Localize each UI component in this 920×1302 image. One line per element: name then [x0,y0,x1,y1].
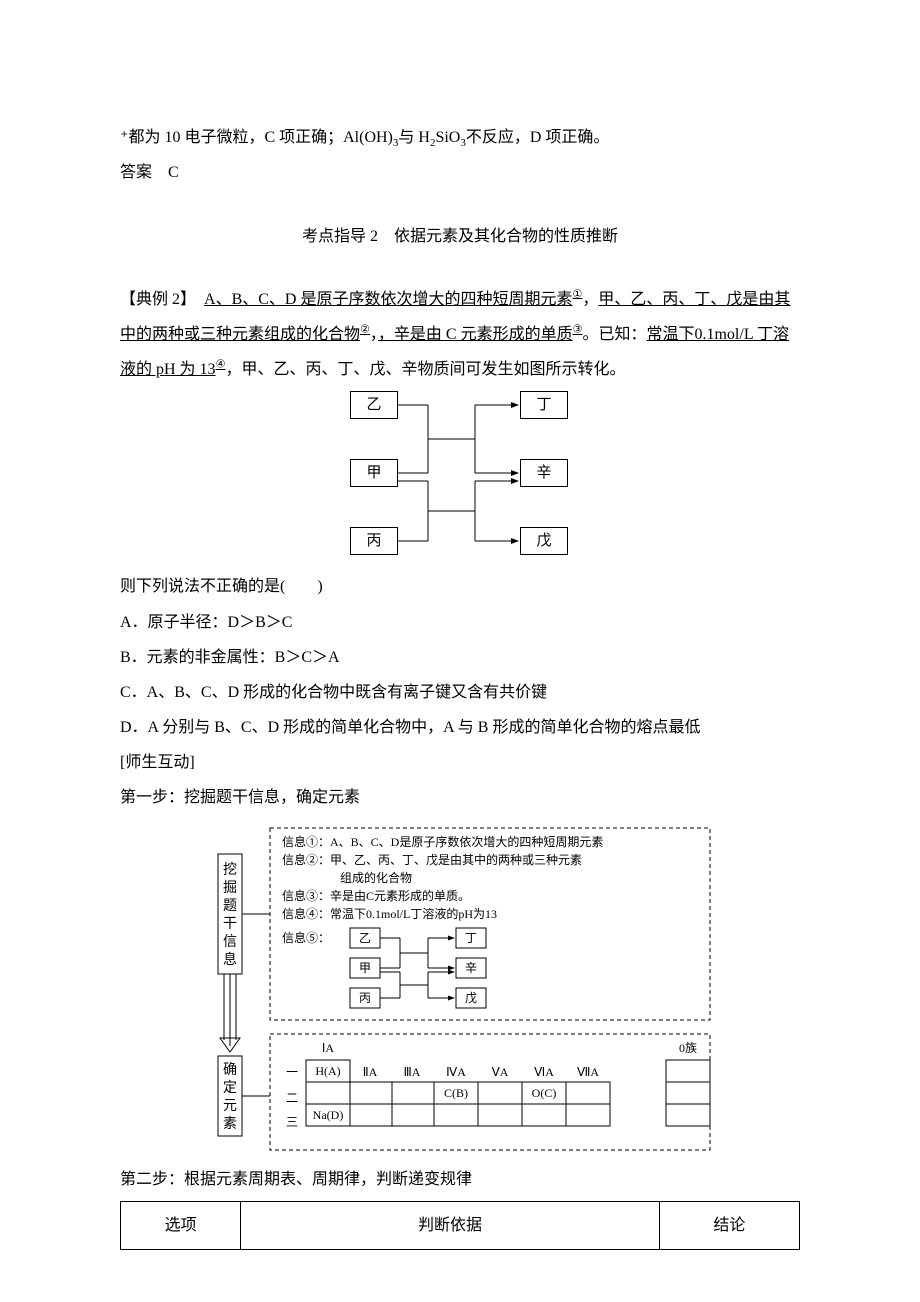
question-stem: 则下列说法不正确的是( ) [120,569,800,604]
example-sup2: ② [360,324,370,336]
flow1-node-ding: 丁 [520,391,568,419]
example-sup3: ③ [573,324,583,336]
svg-text:Na(D): Na(D) [313,1108,344,1122]
intro-line-1: ⁺都为 10 电子微粒，C 项正确；Al(OH)3与 H2SiO3不反应，D 项… [120,120,800,155]
table-row: 选项 判断依据 结论 [121,1201,800,1249]
flow1-node-bing: 丙 [350,527,398,555]
flow1-node-xin: 辛 [520,459,568,487]
svg-text:ⅠA: ⅠA [322,1041,335,1055]
svg-text:C(B): C(B) [444,1086,468,1100]
intro-text-4: 不反应，D 项正确。 [466,129,610,146]
info1-text: 信息①：A、B、C、D是原子序数依次增大的四种短周期元素 [282,834,603,849]
conclusion-table: 选项 判断依据 结论 [120,1201,800,1250]
step-1: 第一步：挖掘题干信息，确定元素 [120,780,800,815]
svg-text:ⅡA: ⅡA [363,1065,378,1079]
th-option: 选项 [121,1201,241,1249]
example-s5: ，甲、乙、丙、丁、戊、辛物质间可发生如图所示转化。 [225,361,625,378]
mini-flow: 乙 甲 丙 丁 辛 戊 [350,928,486,1008]
flow1-node-jia: 甲 [350,459,398,487]
flow1-node-wu: 戊 [520,527,568,555]
page-content: ⁺都为 10 电子微粒，C 项正确；Al(OH)3与 H2SiO3不反应，D 项… [0,0,920,1290]
section-title: 考点指导 2 依据元素及其化合物的性质推断 [120,219,800,254]
svg-text:H(A): H(A) [315,1064,340,1078]
svg-text:元: 元 [223,1099,237,1114]
info4-text: 信息④：常温下0.1mol/L丁溶液的pH为13 [282,906,497,921]
svg-text:ⅥA: ⅥA [534,1065,554,1079]
svg-text:二: 二 [286,1091,298,1105]
svg-text:ⅤA: ⅤA [492,1065,509,1079]
svg-text:确: 确 [223,1062,237,1078]
svg-text:甲: 甲 [359,961,371,975]
info-diagram: 挖 掘 题 干 信 息 确 定 元 素 信息①：A、B、C、D是原子序数依次增大… [200,824,720,1154]
example-period: 。已知： [582,326,646,343]
info3-text: 信息③：辛是由C元素形成的单质。 [282,888,470,903]
intro-text-3: SiO [435,129,460,146]
svg-text:定: 定 [223,1080,237,1096]
example-sup1: ① [573,288,583,300]
svg-text:O(C): O(C) [532,1086,557,1100]
info2b-text: 组成的化合物 [340,870,412,885]
svg-text:0族: 0族 [679,1041,697,1055]
svg-text:干: 干 [223,917,237,932]
answer-line: 答案 C [120,155,800,190]
info-diagram-svg: 挖 掘 题 干 信 息 确 定 元 素 信息①：A、B、C、D是原子序数依次增大… [200,824,720,1154]
svg-text:题: 题 [223,899,237,914]
svg-text:掘: 掘 [223,880,237,896]
svg-text:ⅣA: ⅣA [446,1065,466,1079]
svg-text:ⅦA: ⅦA [577,1065,599,1079]
info5-label: 信息⑤： [282,930,330,945]
svg-text:丁: 丁 [465,931,477,945]
interaction-label: [师生互动] [120,745,800,780]
svg-text:一: 一 [286,1065,298,1079]
example-label: 【典例 2】 [120,291,188,308]
step-2: 第二步：根据元素周期表、周期律，判断递变规律 [120,1162,800,1197]
info2a-text: 信息②：甲、乙、丙、丁、戊是由其中的两种或三种元素 [282,852,582,867]
flow1-node-yi: 乙 [350,391,398,419]
intro-text-1: ⁺都为 10 电子微粒，C 项正确；Al(OH) [120,129,393,146]
example-sup4: ④ [216,359,226,371]
intro-text-2: 与 H [398,129,430,146]
option-b: B．元素的非金属性：B＞C＞A [120,640,800,675]
example-s3: ，辛是由 C 元素形成的单质 [378,326,573,343]
svg-text:三: 三 [286,1115,298,1129]
svg-text:素: 素 [223,1116,237,1132]
option-c: C．A、B、C、D 形成的化合物中既含有离子键又含有共价键 [120,675,800,710]
option-d: D．A 分别与 B、C、D 形成的简单化合物中，A 与 B 形成的简单化合物的熔… [120,710,800,745]
svg-text:息: 息 [223,951,237,968]
svg-text:挖: 挖 [223,862,237,878]
periodic-table-mini: ⅠA 0族 ⅡA ⅢA ⅣA ⅤA ⅥA ⅦA 一 二 三 H(A) C(B) [286,1041,710,1129]
svg-text:乙: 乙 [359,931,371,945]
svg-text:ⅢA: ⅢA [404,1065,421,1079]
example-paragraph: 【典例 2】 A、B、C、D 是原子序数依次增大的四种短周期元素① ，甲、乙、丙、… [120,282,800,388]
svg-text:辛: 辛 [465,961,477,975]
svg-text:丙: 丙 [359,991,371,1005]
example-comma2: ， [370,326,378,343]
svg-text:戊: 戊 [465,991,477,1005]
example-s1: A、B、C、D 是原子序数依次增大的四种短周期元素 [204,291,572,308]
option-a: A．原子半径：D＞B＞C [120,605,800,640]
flow-diagram-1: 乙 甲 丙 丁 辛 戊 [310,391,610,561]
th-conclusion: 结论 [659,1201,799,1249]
example-comma1: ， [582,291,598,308]
svg-text:信: 信 [223,934,237,950]
th-basis: 判断依据 [241,1201,659,1249]
